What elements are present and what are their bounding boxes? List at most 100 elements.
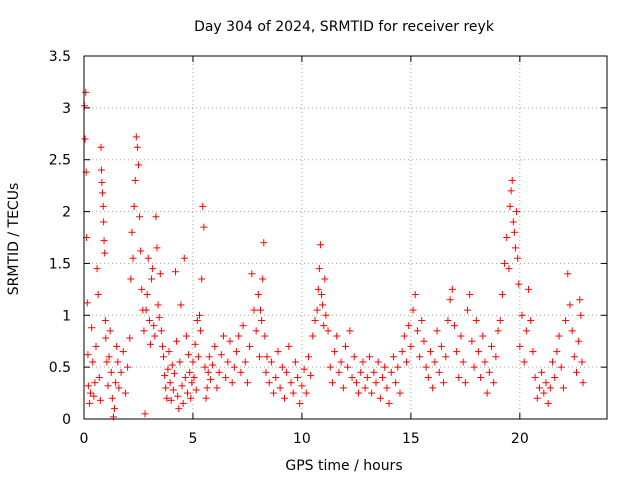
data-point xyxy=(142,306,150,314)
data-point xyxy=(113,342,121,350)
chart-title: Day 304 of 2024, SRMTID for receiver rey… xyxy=(194,19,495,35)
y-tick-label: 1.5 xyxy=(49,256,71,272)
data-point xyxy=(81,135,89,143)
data-point xyxy=(320,322,328,330)
data-point xyxy=(103,358,111,366)
data-point xyxy=(164,365,172,373)
data-point xyxy=(321,275,329,283)
y-tick-label: 1 xyxy=(62,308,71,324)
data-point xyxy=(551,374,559,382)
data-point xyxy=(509,218,517,226)
data-point xyxy=(350,353,358,361)
data-point xyxy=(566,301,574,309)
data-point xyxy=(568,327,576,335)
data-point xyxy=(357,368,365,376)
data-point xyxy=(166,379,174,387)
y-tick-label: 2 xyxy=(62,205,71,221)
data-point xyxy=(87,389,95,397)
data-point xyxy=(316,241,324,249)
axes xyxy=(83,55,608,420)
data-point xyxy=(389,353,397,361)
data-point xyxy=(385,399,393,407)
data-point xyxy=(361,384,369,392)
data-point xyxy=(228,379,236,387)
data-point xyxy=(578,358,586,366)
data-point xyxy=(259,275,267,283)
data-point xyxy=(294,374,302,382)
data-point xyxy=(464,306,472,314)
data-point xyxy=(134,161,142,169)
data-point xyxy=(97,143,105,151)
y-axis-label: SRMTID / TECUs xyxy=(6,183,22,296)
data-point xyxy=(133,143,141,151)
data-point xyxy=(333,332,341,340)
data-point xyxy=(224,358,232,366)
data-point xyxy=(114,358,122,366)
data-point xyxy=(346,327,354,335)
data-point xyxy=(105,353,113,361)
data-point xyxy=(181,374,189,382)
data-point xyxy=(505,265,513,273)
data-point xyxy=(198,275,206,283)
grid xyxy=(84,56,607,419)
data-point xyxy=(546,384,554,392)
data-point xyxy=(95,374,103,382)
data-point xyxy=(182,332,190,340)
data-point xyxy=(315,265,323,273)
data-point xyxy=(403,358,411,366)
data-point xyxy=(177,301,185,309)
data-point xyxy=(466,291,474,299)
data-point xyxy=(152,213,160,221)
data-point xyxy=(376,394,384,402)
data-point xyxy=(91,379,99,387)
data-point xyxy=(477,374,485,382)
data-point xyxy=(202,394,210,402)
data-point xyxy=(511,244,519,252)
data-point xyxy=(535,384,543,392)
data-point xyxy=(158,342,166,350)
data-point xyxy=(348,374,356,382)
data-point xyxy=(184,389,192,397)
data-point xyxy=(468,337,476,345)
data-point xyxy=(276,384,284,392)
data-point xyxy=(233,348,241,356)
data-point xyxy=(383,384,391,392)
data-point xyxy=(145,316,153,324)
data-point xyxy=(170,369,178,377)
data-point xyxy=(84,382,92,390)
data-point xyxy=(199,202,207,210)
data-point xyxy=(549,358,557,366)
data-point xyxy=(531,374,539,382)
data-point xyxy=(272,374,280,382)
data-point xyxy=(215,368,223,376)
data-point xyxy=(138,285,146,293)
data-point xyxy=(444,316,452,324)
data-point xyxy=(209,361,217,369)
data-point xyxy=(99,202,107,210)
data-point xyxy=(564,270,572,278)
data-point xyxy=(194,353,202,361)
data-point xyxy=(115,384,123,392)
data-point xyxy=(137,247,145,255)
data-point xyxy=(255,353,263,361)
data-point xyxy=(107,368,115,376)
data-point xyxy=(557,363,565,371)
x-tick-label: 20 xyxy=(511,431,529,447)
data-point xyxy=(542,379,550,387)
data-point xyxy=(418,316,426,324)
data-point xyxy=(516,342,524,350)
data-point xyxy=(130,202,138,210)
data-point xyxy=(262,368,270,376)
data-point xyxy=(189,358,197,366)
data-point xyxy=(311,316,319,324)
data-point xyxy=(398,348,406,356)
data-point xyxy=(400,332,408,340)
data-point xyxy=(359,358,367,366)
data-point xyxy=(248,270,256,278)
data-point xyxy=(136,213,144,221)
data-point xyxy=(222,374,230,382)
data-point xyxy=(575,337,583,345)
data-point xyxy=(396,389,404,397)
data-point xyxy=(520,358,528,366)
data-point xyxy=(577,311,585,319)
